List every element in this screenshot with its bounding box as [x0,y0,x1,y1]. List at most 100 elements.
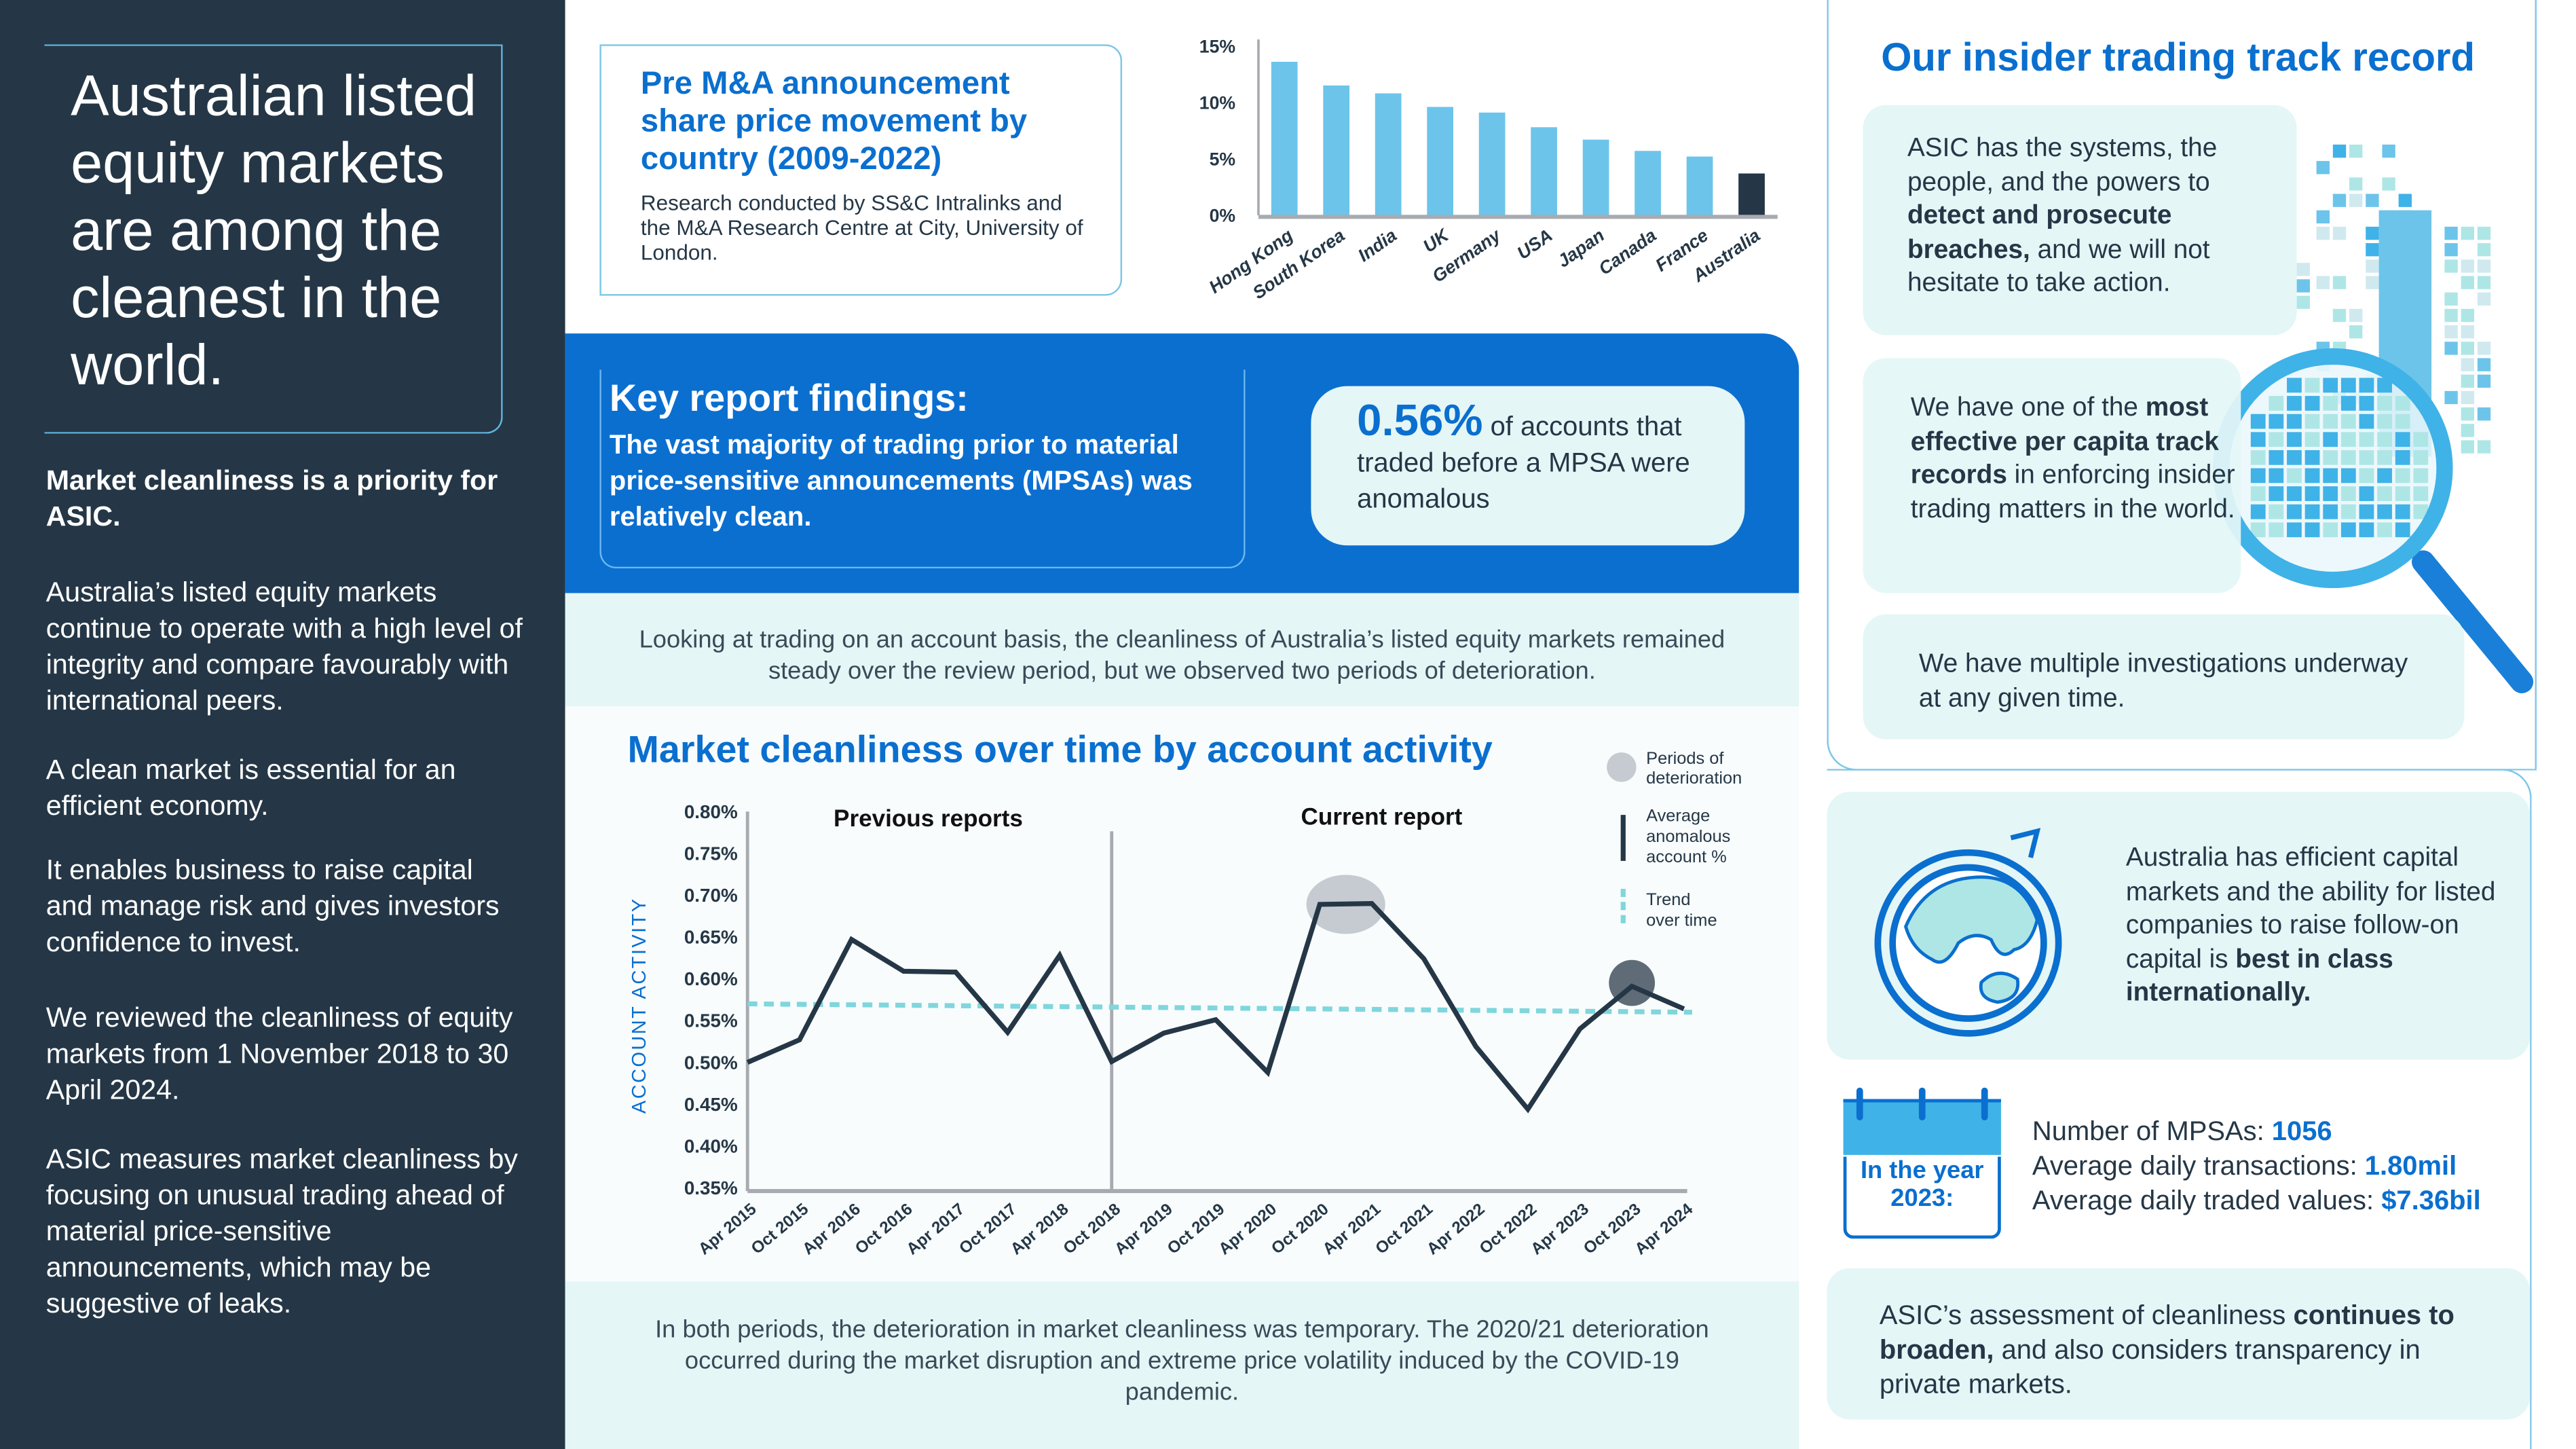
conclusion-text: In both periods, the deterioration in ma… [655,1316,1709,1407]
x-tick-label: Apr 2018 [1007,1200,1072,1258]
tile [2444,308,2458,323]
bar-australia [1738,173,1765,215]
lens-tile [2304,486,2320,501]
key-findings-body: The vast majority of trading prior to ma… [609,430,1193,532]
tile [2366,243,2379,257]
lens-tile [2323,486,2338,501]
y-tick-label: 0.55% [684,1010,738,1031]
left-panel: Australian listed equity markets are amo… [0,0,565,1449]
x-tick-label: Apr 2024 [1632,1200,1697,1259]
lens-tile [2269,450,2284,465]
magnifier-handle [2412,550,2534,694]
track-record-box: We have one of the most effective per ca… [1863,358,2241,593]
lens-tile [2359,450,2374,465]
tile [2296,263,2310,276]
tile [2461,390,2474,405]
y-tick-label: 0.35% [684,1177,738,1198]
lens-tile [2413,468,2429,483]
tile [2477,243,2491,257]
key-findings-title: Key report findings: [609,376,969,419]
lens-tile [2340,450,2356,465]
tile [2332,144,2347,158]
stat-mpsas: Number of MPSAs: 1056 [2032,1117,2332,1147]
lens-tile [2250,432,2266,447]
lens-tile [2359,468,2374,483]
y-tick-label: 15% [1199,36,1235,56]
bar-south-korea [1323,85,1350,215]
capital-markets-box: Australia has efficient capital markets … [1827,792,2531,1060]
ma-research-box: Pre M&A announcement share price movemen… [599,44,1123,296]
stat-value: 0.56% [1357,396,1483,445]
y-tick-label: 10% [1199,92,1235,113]
tile [2444,226,2458,240]
lens-tile [2340,522,2356,538]
line-chart-area [565,706,1799,1282]
legend-label: deterioration [1646,769,1742,788]
lens-tile [2359,432,2374,447]
lens-tile [2269,432,2284,447]
lens-tile [2250,504,2266,519]
tile [2332,308,2347,323]
tile [2366,259,2379,273]
priority-text: Market cleanliness is a priority for ASI… [45,464,498,532]
bar-japan [1582,139,1609,215]
lens-tile [2269,522,2284,538]
lens-tile [2340,432,2356,447]
tile [2477,259,2491,273]
tile [2477,226,2491,240]
tile [2332,226,2347,240]
x-tick-label: Apr 2015 [695,1200,760,1258]
conclusion-strip: In both periods, the deterioration in ma… [565,1281,1799,1449]
lens-tile [2304,468,2320,483]
legend-label: Trend [1646,890,1690,909]
tile [2316,226,2330,240]
tile [2296,279,2310,293]
y-tick-label: 0.45% [684,1094,738,1115]
y-axis-label: ACCOUNT ACTIVITY [629,897,650,1114]
tile [2461,374,2474,388]
y-tick-label: 0.40% [684,1135,738,1156]
lens-tile [2359,378,2374,393]
lens-tile [2340,414,2356,429]
calendar-icon: In the year 2023: [1843,1087,2001,1242]
lens-tile [2340,468,2356,483]
summary-text: Looking at trading on an account basis, … [639,625,1725,685]
lens-tile [2340,378,2356,393]
investigations-box: We have multiple investigations underway… [1863,614,2465,739]
tile [2444,243,2458,257]
lens-tile [2395,486,2410,501]
paragraph: ASIC measures market cleanliness by focu… [45,1143,518,1319]
lens-tile [2359,486,2374,501]
tile [2316,210,2330,224]
title-box: Australian listed equity markets are amo… [44,44,503,434]
lens-tile [2287,378,2302,393]
tile [2382,144,2395,158]
legend-label: Periods of [1646,749,1724,768]
lens-tile [2359,522,2374,538]
lens-tile [2323,378,2338,393]
tile [2477,292,2491,306]
assessment-box: ASIC’s assessment of cleanliness continu… [1827,1268,2531,1420]
lens-tile [2377,522,2392,538]
lens-tile [2395,450,2410,465]
paragraph: A clean market is essential for an effic… [45,754,456,822]
lens-tile [2377,396,2392,411]
tile [2444,292,2458,306]
paragraph: Australia’s listed equity markets contin… [45,576,523,716]
stat-text: of accounts that traded before a MPSA we… [1357,412,1690,515]
lens-tile [2413,486,2429,501]
bar-hong-kong [1271,62,1298,215]
tile [2461,424,2474,437]
lens-tile [2269,486,2284,501]
lens-tile [2395,468,2410,483]
legend-label: account % [1646,847,1727,866]
x-tick-label: Apr 2017 [903,1200,969,1258]
lens-tile [2269,396,2284,411]
tile [2296,295,2310,309]
tile [2332,194,2347,207]
tile [2444,342,2458,355]
tile [2349,308,2363,323]
paragraph: We reviewed the cleanliness of equity ma… [45,1002,513,1106]
lens-tile [2323,504,2338,519]
tile [2398,194,2412,207]
